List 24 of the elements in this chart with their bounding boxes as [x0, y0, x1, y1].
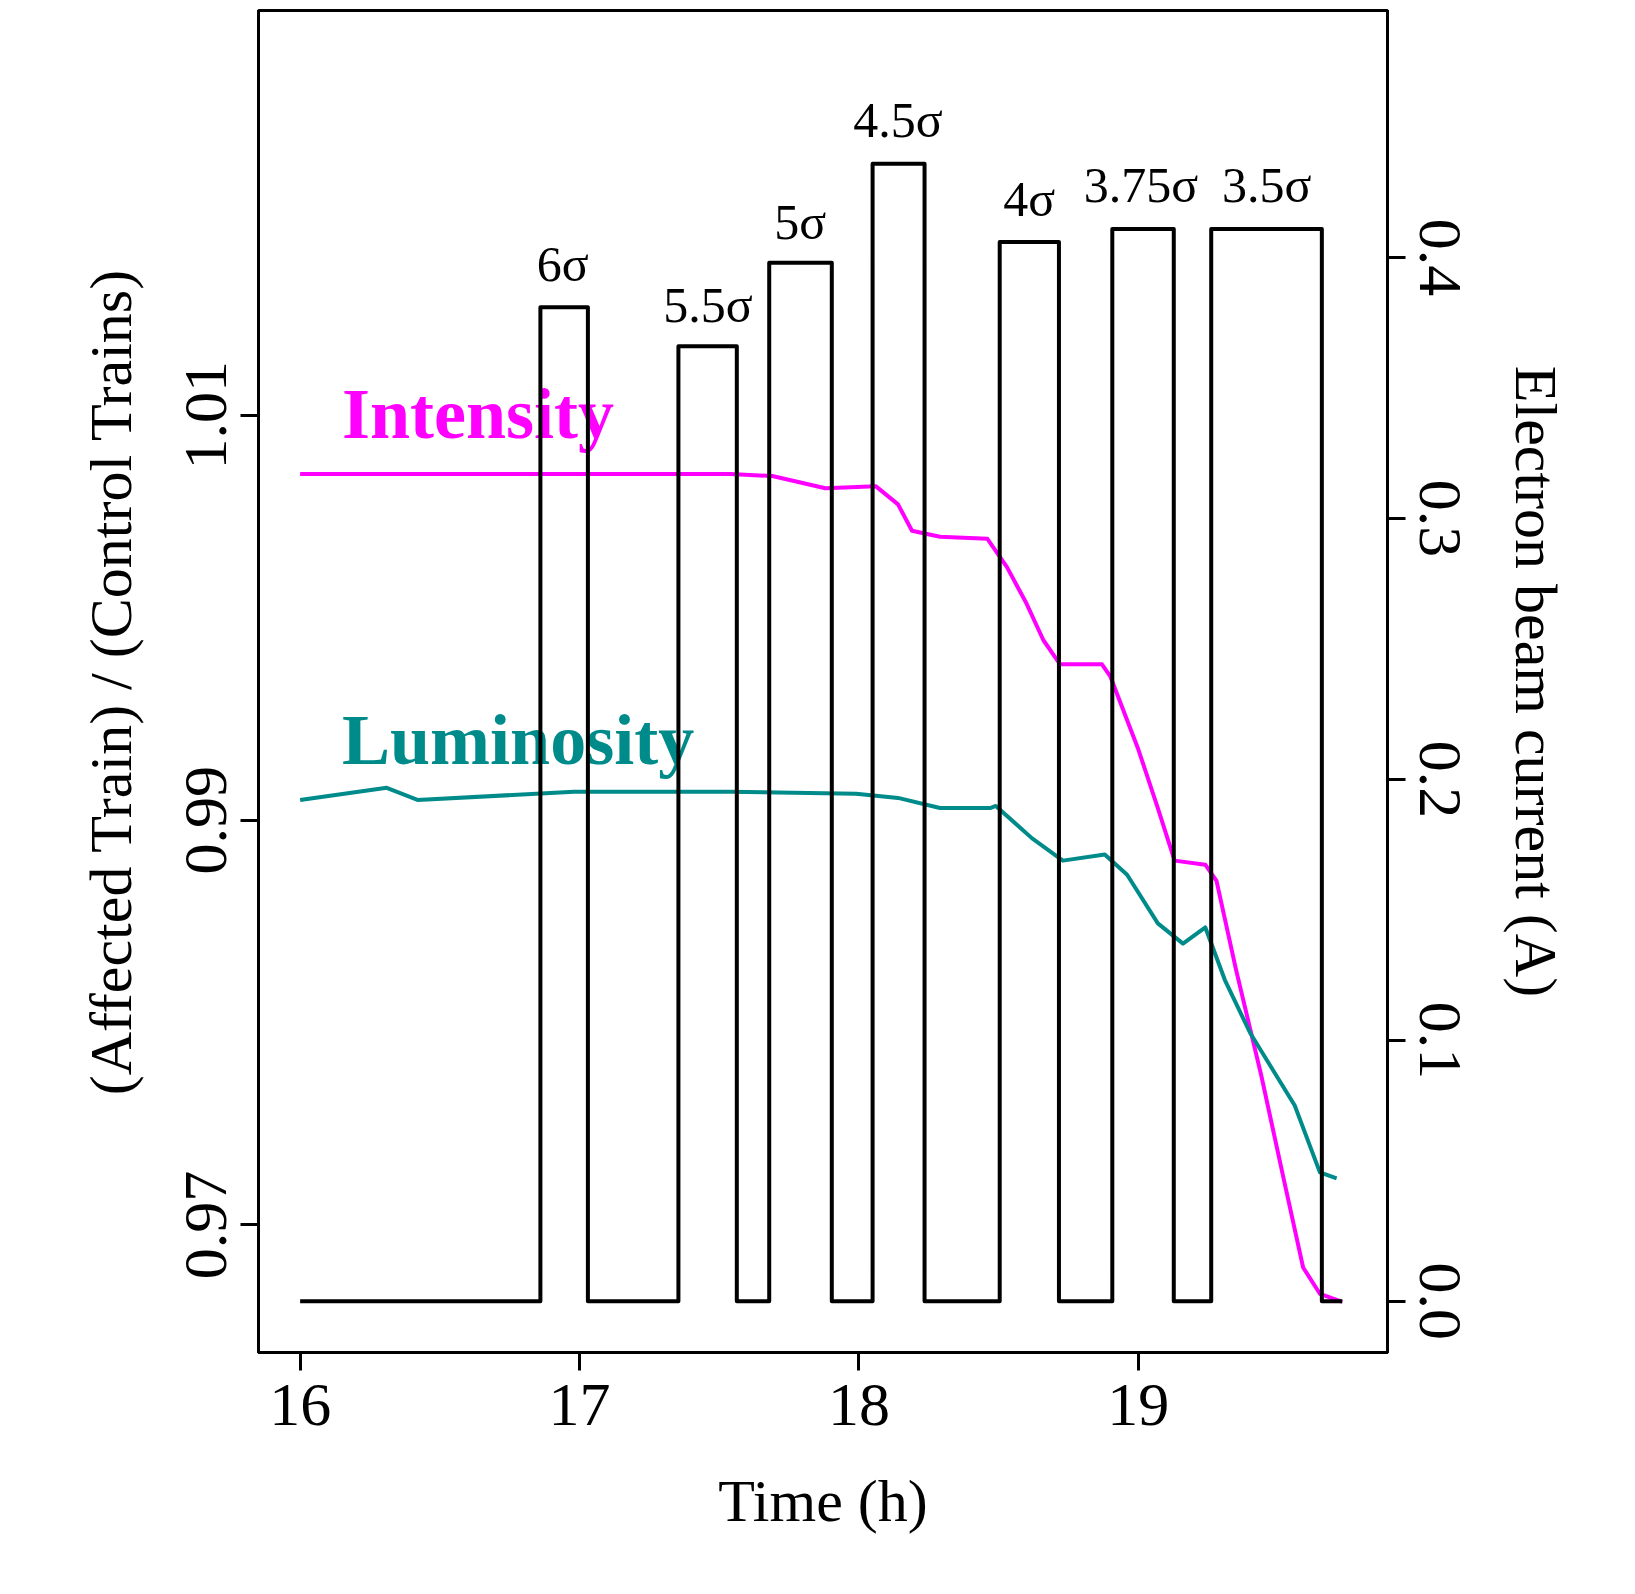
annotation: 3.75σ	[1083, 157, 1199, 214]
y-tick-label: 0.97	[171, 1170, 240, 1280]
annotation: 5σ	[774, 193, 827, 250]
line-series	[298, 472, 1345, 1304]
annotation: 6σ	[536, 236, 589, 293]
y2-axis-title: Electron beam current (A)	[1502, 365, 1569, 998]
annotation: 3.5σ	[1222, 157, 1312, 214]
y2-tick-label: 0.1	[1406, 1001, 1475, 1080]
annotation: 5.5σ	[663, 276, 753, 333]
y2-tick-label: 0.4	[1406, 218, 1475, 297]
y2-tick-label: 0.3	[1406, 479, 1475, 558]
x-tick-label: 17	[548, 1369, 611, 1438]
x-tick-label: 16	[269, 1369, 332, 1438]
x-tick-label: 18	[827, 1369, 890, 1438]
y-tick-label: 0.99	[171, 765, 240, 875]
annotation: 4.5σ	[853, 92, 943, 149]
line-series	[298, 785, 1339, 1181]
y-tick-label: 1.01	[171, 361, 240, 470]
y2-tick-label: 0.0	[1406, 1262, 1475, 1341]
y-axis-title: (Affected Train) / (Control Trains)	[77, 269, 144, 1096]
y2-tick-label: 0.2	[1406, 740, 1475, 819]
annotation: 4σ	[1003, 171, 1056, 228]
x-axis-title: Time (h)	[718, 1467, 928, 1534]
x-tick-label: 19	[1107, 1369, 1170, 1438]
